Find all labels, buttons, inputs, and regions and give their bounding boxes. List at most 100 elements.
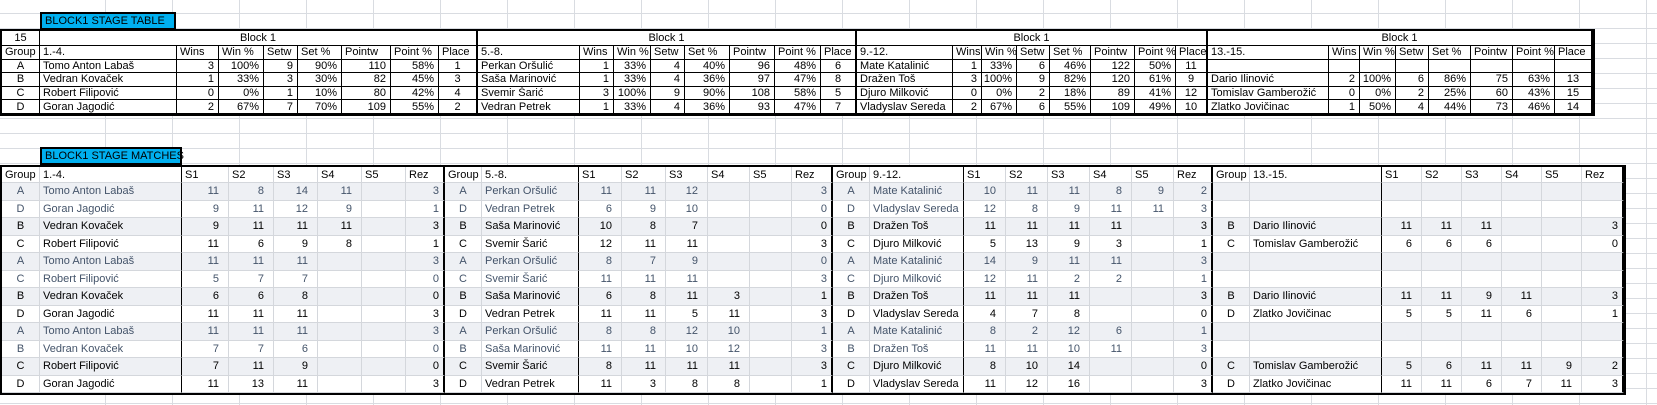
place-cell[interactable]: 15: [1555, 86, 1593, 101]
match-set-cell[interactable]: 9: [1132, 183, 1174, 201]
match-set-cell[interactable]: 8: [1090, 183, 1132, 201]
stage-stat-cell[interactable]: 3: [177, 59, 219, 74]
stage-stat-cell[interactable]: 67%: [219, 100, 264, 114]
stage-stat-cell[interactable]: 6: [1017, 100, 1050, 114]
stage-stat-cell[interactable]: 3: [953, 73, 982, 87]
match-group-cell[interactable]: B: [833, 218, 870, 236]
match-rez-cell[interactable]: 3: [792, 305, 833, 323]
stage-header-cell[interactable]: Win %: [219, 46, 264, 60]
place-cell[interactable]: 9: [1176, 73, 1208, 87]
match-set-header-cell[interactable]: S2: [1006, 167, 1048, 183]
match-group-cell[interactable]: A: [833, 253, 870, 271]
match-set-cell[interactable]: 10: [666, 200, 708, 218]
match-player-cell[interactable]: Dražen Toš: [870, 340, 964, 358]
match-set-cell[interactable]: [750, 375, 792, 393]
match-set-cell[interactable]: [1382, 200, 1422, 218]
match-rez-cell[interactable]: 3: [792, 183, 833, 201]
place-cell[interactable]: 14: [1555, 100, 1593, 114]
stage-stat-cell[interactable]: 90%: [685, 86, 730, 101]
match-set-header-cell[interactable]: S4: [1090, 167, 1132, 183]
match-set-cell[interactable]: [1502, 253, 1542, 271]
stage-stat-cell[interactable]: 18%: [1050, 86, 1091, 101]
match-set-cell[interactable]: 3: [622, 375, 666, 393]
player-name-cell[interactable]: Robert Filipović: [40, 86, 177, 101]
stage-stat-cell[interactable]: 1: [580, 59, 614, 74]
match-group-header-cell[interactable]: Group: [1213, 167, 1250, 183]
match-set-cell[interactable]: 9: [274, 235, 318, 253]
player-name-cell[interactable]: Tomislav Gamberožić: [1208, 86, 1329, 101]
match-set-cell[interactable]: 6: [1382, 235, 1422, 253]
place-cell[interactable]: 10: [1176, 100, 1208, 114]
match-player-cell[interactable]: Svemir Šarić: [482, 358, 579, 376]
match-set-header-cell[interactable]: S2: [622, 167, 666, 183]
stage-stat-cell[interactable]: 61%: [1135, 73, 1176, 87]
match-set-cell[interactable]: 11: [1090, 218, 1132, 236]
match-group-cell[interactable]: C: [833, 270, 870, 288]
match-set-cell[interactable]: 12: [666, 183, 708, 201]
match-set-cell[interactable]: [1132, 340, 1174, 358]
stage-stat-cell[interactable]: 109: [342, 100, 391, 114]
match-set-cell[interactable]: [318, 305, 362, 323]
match-set-cell[interactable]: 11: [964, 340, 1006, 358]
match-rez-cell[interactable]: [1582, 270, 1624, 288]
player-name-cell[interactable]: Vedran Petrek: [478, 100, 580, 114]
match-set-cell[interactable]: 10: [708, 323, 750, 341]
match-set-cell[interactable]: [1132, 323, 1174, 341]
match-group-cell[interactable]: A: [445, 253, 482, 271]
match-set-cell[interactable]: [750, 323, 792, 341]
match-player-cell[interactable]: Saša Marinović: [482, 340, 579, 358]
match-group-cell[interactable]: C: [2, 358, 40, 376]
stage-stat-cell[interactable]: 50%: [1135, 59, 1176, 74]
match-set-cell[interactable]: [708, 235, 750, 253]
match-group-cell[interactable]: D: [445, 200, 482, 218]
match-set-cell[interactable]: [362, 200, 406, 218]
match-player-cell[interactable]: Vladyslav Sereda: [870, 200, 964, 218]
match-rez-cell[interactable]: 3: [406, 375, 445, 393]
match-set-cell[interactable]: 12: [708, 340, 750, 358]
match-set-header-cell[interactable]: S1: [1382, 167, 1422, 183]
match-set-cell[interactable]: 14: [964, 253, 1006, 271]
match-rez-cell[interactable]: 3: [406, 253, 445, 271]
stage-header-cell[interactable]: Setw: [651, 46, 685, 60]
player-name-cell[interactable]: Saša Marinović: [478, 73, 580, 87]
match-set-cell[interactable]: 6: [229, 235, 274, 253]
match-rez-cell[interactable]: 2: [1582, 358, 1624, 376]
stage-stat-cell[interactable]: 47%: [775, 100, 821, 114]
match-set-cell[interactable]: 11: [274, 375, 318, 393]
match-player-cell[interactable]: Vedran Kovaček: [40, 340, 182, 358]
match-set-cell[interactable]: 11: [1006, 218, 1048, 236]
stage-stat-cell[interactable]: 82%: [1050, 73, 1091, 87]
stage-stat-cell[interactable]: 93: [730, 100, 775, 114]
stage-stat-cell[interactable]: 0: [177, 86, 219, 101]
match-set-cell[interactable]: [1542, 218, 1582, 236]
stage-header-cell[interactable]: Win %: [1360, 46, 1396, 60]
match-rez-cell[interactable]: 1: [792, 288, 833, 306]
match-set-cell[interactable]: [1462, 340, 1502, 358]
stage-range-header-cell[interactable]: 1.-4.: [40, 46, 177, 60]
match-set-cell[interactable]: 11: [579, 375, 622, 393]
match-group-cell[interactable]: D: [1213, 375, 1250, 393]
match-player-cell[interactable]: Vedran Kovaček: [40, 288, 182, 306]
match-rez-cell[interactable]: [1582, 323, 1624, 341]
match-rez-cell[interactable]: 3: [406, 323, 445, 341]
player-name-cell[interactable]: Dražen Toš: [857, 73, 953, 87]
match-set-cell[interactable]: 11: [1502, 288, 1542, 306]
match-group-cell[interactable]: C: [833, 358, 870, 376]
stage-header-cell[interactable]: Win %: [614, 46, 651, 60]
match-set-cell[interactable]: 9: [622, 200, 666, 218]
stage-stat-cell[interactable]: 3: [580, 86, 614, 101]
match-group-header-cell[interactable]: Group: [833, 167, 870, 183]
stage-row-number-cell[interactable]: 15: [2, 31, 40, 46]
match-set-cell[interactable]: [362, 253, 406, 271]
stage-stat-cell[interactable]: [1513, 59, 1555, 74]
match-rez-cell[interactable]: 2: [1174, 183, 1213, 201]
match-set-cell[interactable]: 6: [274, 340, 318, 358]
player-name-cell[interactable]: Dario Ilinović: [1208, 73, 1329, 87]
match-set-cell[interactable]: 11: [1422, 218, 1462, 236]
match-set-cell[interactable]: 14: [274, 183, 318, 201]
stage-stat-cell[interactable]: 36%: [685, 73, 730, 87]
match-rez-header-cell[interactable]: Rez: [1582, 167, 1624, 183]
match-set-cell[interactable]: [1090, 305, 1132, 323]
stage-stat-cell[interactable]: 2: [177, 100, 219, 114]
stage-stat-cell[interactable]: 49%: [1135, 100, 1176, 114]
